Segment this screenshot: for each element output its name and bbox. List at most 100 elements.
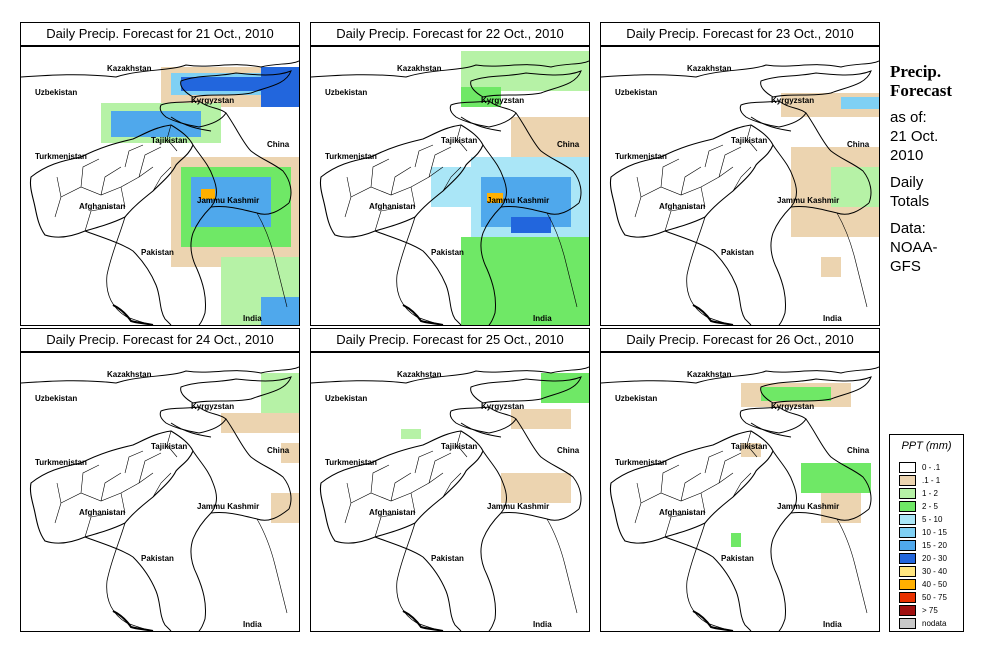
panel-title: Daily Precip. Forecast for 22 Oct., 2010 <box>310 22 590 46</box>
legend-item: 50 - 75 <box>899 592 959 604</box>
label-uzbekistan: Uzbekistan <box>35 394 77 403</box>
label-kyrgyzstan: Kyrgyzstan <box>771 402 814 411</box>
legend-label: .1 - 1 <box>922 476 941 485</box>
label-kyrgyzstan: Kyrgyzstan <box>191 402 234 411</box>
legend-item: 2 - 5 <box>899 501 959 513</box>
label-china: China <box>847 140 870 149</box>
label-tajikistan: Tajikistan <box>441 442 477 451</box>
label-turkmenistan: Turkmenistan <box>325 152 377 161</box>
legend-label: 20 - 30 <box>922 554 947 563</box>
legend-swatch <box>899 618 916 629</box>
label-india: India <box>823 314 842 323</box>
legend-label: > 75 <box>922 606 938 615</box>
label-jammu-kashmir: Jammu Kashmir <box>777 196 839 205</box>
label-pakistan: Pakistan <box>431 554 464 563</box>
legend-label: 5 - 10 <box>922 515 943 524</box>
label-afghanistan: Afghanistan <box>79 202 125 211</box>
panel-title: Daily Precip. Forecast for 21 Oct., 2010 <box>20 22 300 46</box>
label-india: India <box>243 620 262 629</box>
label-jammu-kashmir: Jammu Kashmir <box>487 502 549 511</box>
info-totals-line1: Daily <box>890 174 924 191</box>
label-pakistan: Pakistan <box>721 554 754 563</box>
label-afghanistan: Afghanistan <box>659 202 705 211</box>
label-china: China <box>557 446 580 455</box>
legend-label: 50 - 75 <box>922 593 947 602</box>
label-tajikistan: Tajikistan <box>441 136 477 145</box>
label-tajikistan: Tajikistan <box>151 442 187 451</box>
label-kazakhstan: Kazakhstan <box>687 370 732 379</box>
label-pakistan: Pakistan <box>431 248 464 257</box>
precip-map: Kazakhstan Uzbekistan Kyrgyzstan Tajikis… <box>600 352 880 632</box>
label-uzbekistan: Uzbekistan <box>615 394 657 403</box>
label-uzbekistan: Uzbekistan <box>325 88 367 97</box>
label-turkmenistan: Turkmenistan <box>325 458 377 467</box>
label-tajikistan: Tajikistan <box>731 442 767 451</box>
forecast-panel-26-oct: Daily Precip. Forecast for 26 Oct., 2010… <box>600 328 880 632</box>
label-afghanistan: Afghanistan <box>79 508 125 517</box>
label-turkmenistan: Turkmenistan <box>615 152 667 161</box>
label-kazakhstan: Kazakhstan <box>397 370 442 379</box>
legend-swatch <box>899 488 916 499</box>
legend-item: > 75 <box>899 605 959 617</box>
legend-label: 2 - 5 <box>922 502 939 511</box>
legend-swatch <box>899 579 916 590</box>
label-turkmenistan: Turkmenistan <box>615 458 667 467</box>
legend-item: 40 - 50 <box>899 579 959 591</box>
legend-swatch <box>899 566 916 577</box>
label-kazakhstan: Kazakhstan <box>107 64 152 73</box>
label-pakistan: Pakistan <box>141 248 174 257</box>
legend-title: PPT (mm) <box>901 440 952 452</box>
legend-label: 10 - 15 <box>922 528 947 537</box>
legend-label: 30 - 40 <box>922 567 947 576</box>
legend-label: nodata <box>922 619 947 628</box>
label-china: China <box>267 446 290 455</box>
panel-title: Daily Precip. Forecast for 26 Oct., 2010 <box>600 328 880 352</box>
label-afghanistan: Afghanistan <box>659 508 705 517</box>
legend-item: 10 - 15 <box>899 527 959 539</box>
precip-map: Kazakhstan Uzbekistan Kyrgyzstan Tajikis… <box>310 46 590 326</box>
label-kazakhstan: Kazakhstan <box>107 370 152 379</box>
legend-swatch <box>899 462 916 473</box>
legend-label: 15 - 20 <box>922 541 947 550</box>
precip-legend: PPT (mm) 0 - .1 .1 - 1 1 - 2 2 - 5 5 - 10 10 … <box>889 434 964 632</box>
precip-field <box>731 383 871 547</box>
legend-swatch <box>899 553 916 564</box>
info-data-line3: GFS <box>890 258 921 275</box>
precip-field <box>431 51 589 325</box>
legend-item: 1 - 2 <box>899 488 959 500</box>
forecast-panel-25-oct: Daily Precip. Forecast for 25 Oct., 2010… <box>310 328 590 632</box>
precip-field <box>781 93 879 277</box>
legend-swatch <box>899 514 916 525</box>
label-kazakhstan: Kazakhstan <box>687 64 732 73</box>
label-india: India <box>533 314 552 323</box>
precip-field <box>101 67 299 325</box>
legend-swatch <box>899 527 916 538</box>
label-tajikistan: Tajikistan <box>731 136 767 145</box>
label-india: India <box>823 620 842 629</box>
precip-map: Kazakhstan Uzbekistan Kyrgyzstan Tajikis… <box>20 46 300 326</box>
legend-item: 15 - 20 <box>899 540 959 552</box>
legend-label: 1 - 2 <box>922 489 939 498</box>
legend-item: 5 - 10 <box>899 514 959 526</box>
forecast-info: Precip. Forecast as of: 21 Oct. 2010 Dai… <box>890 62 980 276</box>
forecast-panel-22-oct: Daily Precip. Forecast for 22 Oct., 2010… <box>310 22 590 326</box>
legend-item: 30 - 40 <box>899 566 959 578</box>
label-tajikistan: Tajikistan <box>151 136 187 145</box>
label-kyrgyzstan: Kyrgyzstan <box>771 96 814 105</box>
legend-label: 40 - 50 <box>922 580 947 589</box>
label-afghanistan: Afghanistan <box>369 508 415 517</box>
label-jammu-kashmir: Jammu Kashmir <box>777 502 839 511</box>
info-data-line1: Data: <box>890 220 926 237</box>
label-turkmenistan: Turkmenistan <box>35 458 87 467</box>
label-afghanistan: Afghanistan <box>369 202 415 211</box>
legend-item: nodata <box>899 618 959 630</box>
label-jammu-kashmir: Jammu Kashmir <box>487 196 549 205</box>
info-asof-line1: as of: <box>890 109 927 126</box>
label-uzbekistan: Uzbekistan <box>325 394 367 403</box>
panel-title: Daily Precip. Forecast for 23 Oct., 2010 <box>600 22 880 46</box>
label-india: India <box>243 314 262 323</box>
label-kyrgyzstan: Kyrgyzstan <box>481 96 524 105</box>
info-heading-line1: Precip. <box>890 62 942 81</box>
label-india: India <box>533 620 552 629</box>
label-pakistan: Pakistan <box>721 248 754 257</box>
